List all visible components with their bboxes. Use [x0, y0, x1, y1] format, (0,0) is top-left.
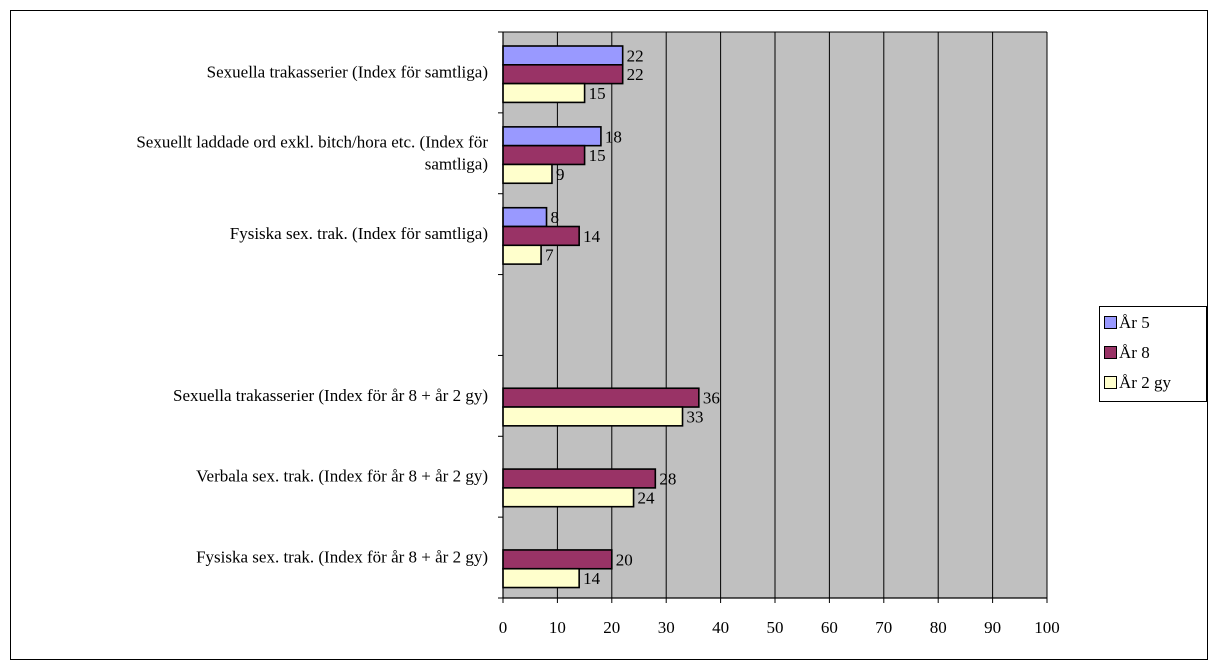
data-label-3-cat-1: 15	[589, 84, 606, 103]
data-label-2-cat-1: 22	[627, 65, 644, 84]
data-label-3-cat-5: 33	[687, 407, 704, 426]
category-label-1: Sexuella trakasserier (Index för samtlig…	[207, 62, 488, 81]
x-tick-label-80: 80	[930, 618, 947, 637]
data-label-2-cat-3: 14	[583, 227, 601, 246]
bar-3-cat-6	[502, 487, 635, 508]
legend-swatch-ar-2-gy	[1104, 376, 1117, 389]
data-label-3-cat-7: 14	[583, 569, 601, 588]
legend: År 5 År 8 År 2 gy	[1099, 306, 1207, 402]
x-tick-label-90: 90	[984, 618, 1001, 637]
bar-3-cat-1	[502, 82, 586, 104]
bar-2-cat-7	[502, 549, 613, 570]
bar-1-cat-3	[502, 206, 548, 228]
bar-1-cat-1	[502, 45, 624, 66]
bar-2-cat-2	[502, 144, 586, 166]
category-label-7: Fysiska sex. trak. (Index för år 8 + år …	[196, 548, 488, 567]
bar-3-cat-7	[502, 567, 580, 589]
x-tick-label-50: 50	[767, 618, 784, 637]
legend-label-ar-2-gy: År 2 gy	[1119, 373, 1171, 392]
data-label-1-cat-2: 18	[605, 127, 622, 146]
bar-2-cat-1	[502, 64, 624, 85]
x-tick-label-10: 10	[549, 618, 566, 637]
bar-3-cat-5	[502, 406, 684, 427]
data-label-2-cat-7: 20	[616, 550, 633, 569]
bar-3-cat-2	[502, 163, 553, 185]
bar-2-cat-3	[502, 225, 580, 247]
legend-item-ar-8: År 8	[1104, 342, 1150, 364]
category-label-6: Verbala sex. trak. (Index för år 8 + år …	[196, 467, 488, 486]
legend-label-ar-5: År 5	[1119, 313, 1150, 332]
legend-item-ar-5: År 5	[1104, 312, 1150, 334]
category-label-2: Sexuellt laddade ord exkl. bitch/hora et…	[136, 132, 488, 173]
bar-2-cat-6	[502, 468, 657, 489]
legend-label-ar-8: År 8	[1119, 343, 1150, 362]
x-tick-label-0: 0	[499, 618, 508, 637]
x-tick-label-70: 70	[875, 618, 892, 637]
bar-3-cat-3	[502, 244, 542, 265]
bar-2-cat-5	[502, 387, 700, 408]
data-label-3-cat-3: 7	[545, 246, 554, 265]
legend-swatch-ar-8	[1104, 346, 1117, 359]
data-label-1-cat-1: 22	[627, 46, 644, 65]
legend-item-ar-2-gy: År 2 gy	[1104, 372, 1171, 394]
data-label-1-cat-3: 8	[551, 208, 560, 227]
data-label-3-cat-6: 24	[638, 488, 656, 507]
x-tick-label-20: 20	[603, 618, 620, 637]
x-tick-label-30: 30	[658, 618, 675, 637]
x-tick-label-100: 100	[1034, 618, 1060, 637]
data-label-3-cat-2: 9	[556, 165, 565, 184]
bar-1-cat-2	[502, 126, 602, 147]
data-label-2-cat-2: 15	[589, 146, 606, 165]
category-label-5: Sexuella trakasserier (Index för år 8 + …	[173, 386, 488, 405]
data-label-2-cat-5: 36	[703, 389, 720, 408]
category-label-3: Fysiska sex. trak. (Index för samtliga)	[230, 224, 488, 243]
legend-swatch-ar-5	[1104, 316, 1117, 329]
data-label-2-cat-6: 28	[659, 469, 676, 488]
x-tick-label-40: 40	[712, 618, 729, 637]
x-tick-label-60: 60	[821, 618, 838, 637]
